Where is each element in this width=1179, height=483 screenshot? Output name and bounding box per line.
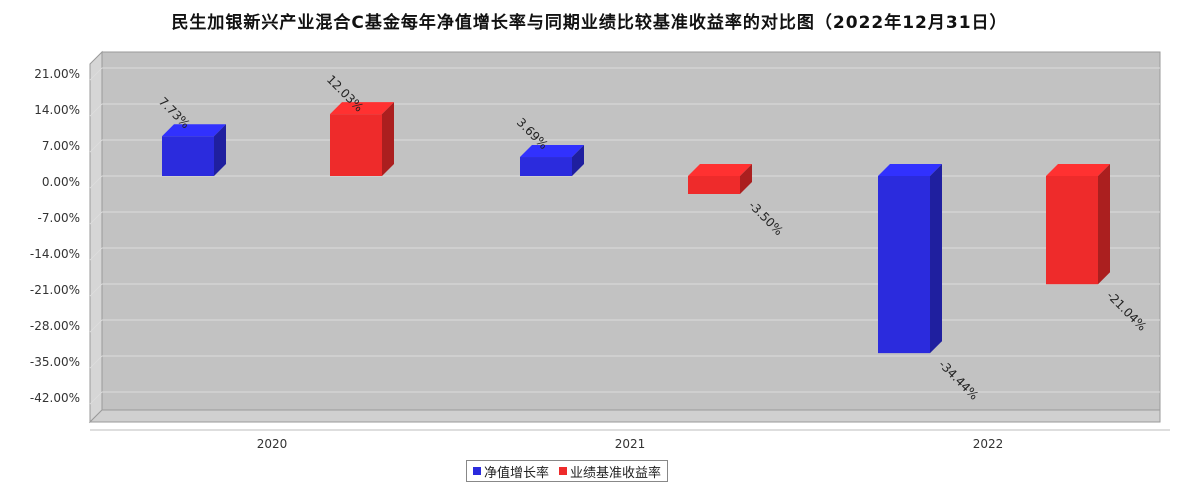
gridline-wall [89, 103, 103, 117]
bar-front [330, 114, 382, 176]
bar-side [214, 124, 226, 176]
legend: 净值增长率 业绩基准收益率 [466, 460, 669, 482]
legend-label-nav: 净值增长率 [484, 465, 550, 481]
bar-top [688, 164, 752, 176]
bar-top [1046, 164, 1110, 176]
bar-side [930, 164, 942, 354]
gridline-wall [89, 247, 103, 261]
floor [88, 409, 1161, 423]
legend-swatch-benchmark [559, 467, 568, 475]
bar-top [330, 102, 394, 115]
bar-top [878, 164, 942, 176]
gridline-wall [89, 355, 103, 369]
bar-top [520, 145, 584, 158]
y-tick-label: -21.00% [30, 283, 80, 297]
chart-title: 民生加银新兴产业混合C基金每年净值增长率与同期业绩比较基准收益率的对比图（202… [171, 13, 1008, 33]
x-tick-label: 2022 [973, 437, 1004, 451]
gridline-wall [89, 67, 103, 81]
legend-label-benchmark: 业绩基准收益率 [570, 465, 662, 481]
bar-front [162, 136, 214, 176]
x-tick-label: 2021 [615, 437, 646, 451]
y-tick-label: -14.00% [30, 247, 80, 261]
y-tick-label: 21.00% [34, 67, 80, 81]
x-tick-label: 2020 [257, 437, 288, 451]
y-tick-label: 14.00% [34, 103, 80, 117]
bar-front [688, 176, 740, 194]
y-tick-label: -7.00% [38, 211, 80, 225]
bar-top [162, 124, 226, 137]
gridline-wall [89, 391, 103, 405]
y-tick-label: 7.00% [42, 139, 80, 153]
gridline-wall [89, 175, 103, 189]
y-tick-label: -42.00% [30, 391, 80, 405]
gridline-wall [89, 283, 103, 297]
legend-swatch-nav [473, 467, 481, 475]
bar-side [572, 145, 584, 176]
bar-side [382, 102, 394, 176]
legend-item-benchmark: 业绩基准收益率 [559, 462, 661, 481]
gridline-wall [89, 211, 103, 225]
bar-front [1046, 176, 1098, 285]
legend-item-nav: 净值增长率 [473, 462, 549, 481]
bar-front [878, 176, 930, 354]
bar-front [520, 157, 572, 176]
gridline-wall [89, 319, 103, 333]
plot-background [101, 51, 1161, 411]
y-tick-label: -35.00% [30, 355, 80, 369]
bar-side [740, 164, 752, 194]
gridline-wall [89, 139, 103, 153]
y-tick-label: 0.00% [42, 175, 80, 189]
y-tick-label: -28.00% [30, 319, 80, 333]
bar-side [1098, 164, 1110, 285]
